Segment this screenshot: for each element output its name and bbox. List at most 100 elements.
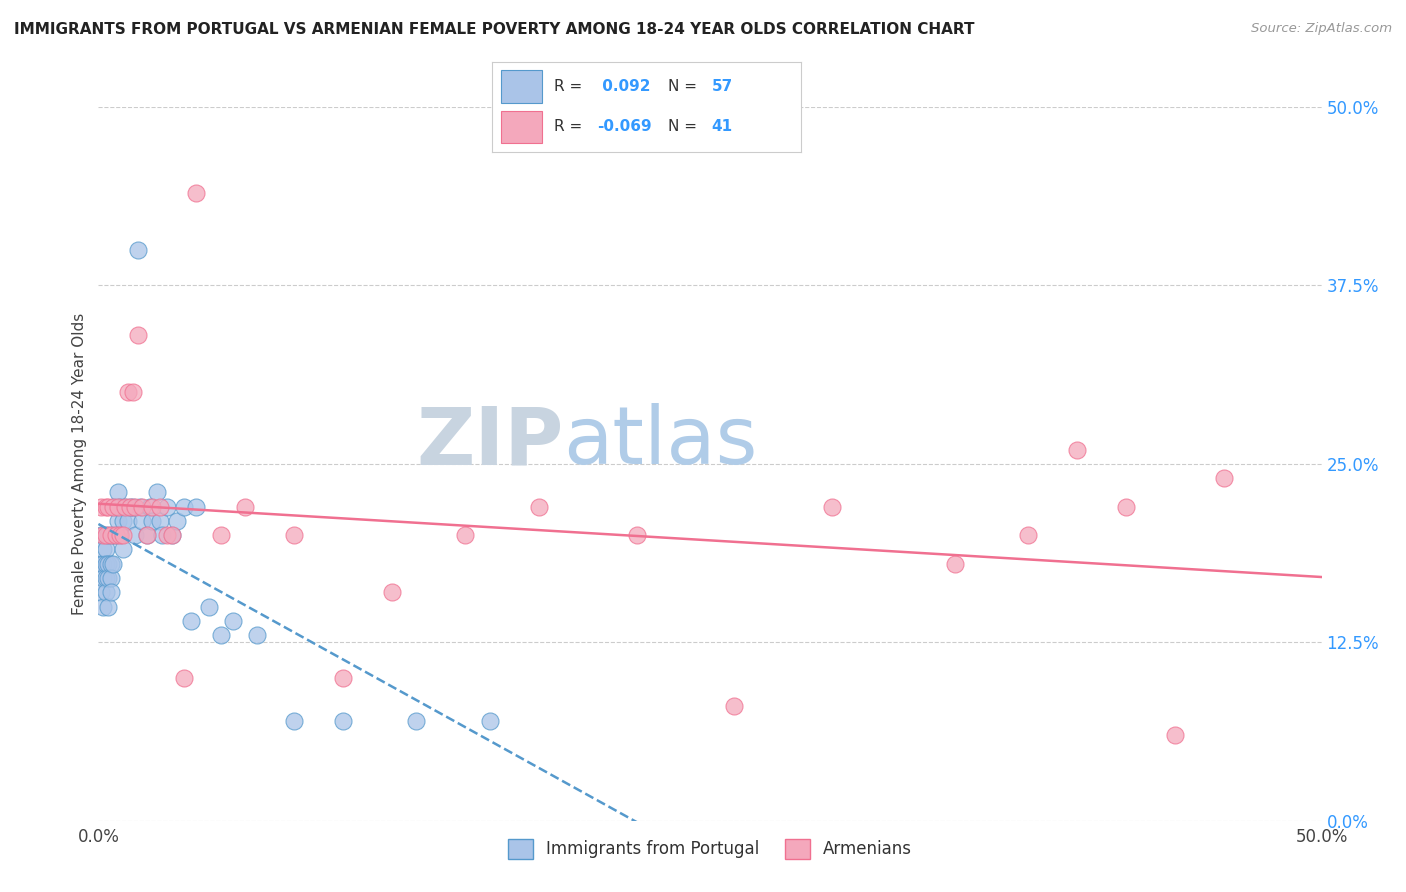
Point xyxy=(943,557,966,571)
Point xyxy=(94,500,117,514)
Point xyxy=(478,714,501,728)
Point xyxy=(209,628,232,642)
Point xyxy=(149,500,172,514)
Point xyxy=(94,557,117,571)
Point xyxy=(97,557,120,571)
Point xyxy=(100,571,122,585)
Point xyxy=(1164,728,1187,742)
Point xyxy=(527,500,550,514)
Legend: Immigrants from Portugal, Armenians: Immigrants from Portugal, Armenians xyxy=(502,832,918,866)
Point xyxy=(405,714,427,728)
Point xyxy=(107,514,129,528)
Point xyxy=(104,500,127,514)
Point xyxy=(107,485,129,500)
Point xyxy=(332,671,354,685)
Point xyxy=(209,528,232,542)
Y-axis label: Female Poverty Among 18-24 Year Olds: Female Poverty Among 18-24 Year Olds xyxy=(72,313,87,615)
Point xyxy=(1212,471,1234,485)
Point xyxy=(136,528,159,542)
Point xyxy=(127,328,149,343)
Point xyxy=(90,585,112,599)
Point xyxy=(723,699,745,714)
Point xyxy=(110,528,132,542)
Text: N =: N = xyxy=(668,79,702,94)
Point xyxy=(97,528,120,542)
Point xyxy=(121,385,143,400)
Point xyxy=(173,500,195,514)
Text: N =: N = xyxy=(668,120,702,134)
Point xyxy=(1017,528,1039,542)
Point xyxy=(149,514,172,528)
FancyBboxPatch shape xyxy=(502,70,541,103)
Point xyxy=(156,528,179,542)
Point xyxy=(114,500,136,514)
Point xyxy=(94,542,117,557)
Point xyxy=(111,514,134,528)
Point xyxy=(90,557,112,571)
Point xyxy=(91,571,114,585)
Point xyxy=(283,714,305,728)
Text: R =: R = xyxy=(554,120,588,134)
Point xyxy=(101,500,124,514)
FancyBboxPatch shape xyxy=(502,111,541,143)
Point xyxy=(173,671,195,685)
Point xyxy=(129,500,152,514)
Point xyxy=(117,514,139,528)
Point xyxy=(146,485,169,500)
Point xyxy=(233,500,256,514)
Point xyxy=(1066,442,1088,457)
Point xyxy=(101,528,124,542)
Point xyxy=(91,528,114,542)
Point xyxy=(124,500,146,514)
Point xyxy=(124,528,146,542)
Point xyxy=(94,528,117,542)
Point xyxy=(166,514,188,528)
Point xyxy=(110,528,132,542)
Point xyxy=(91,542,114,557)
Point xyxy=(100,557,122,571)
Point xyxy=(156,500,179,514)
Point xyxy=(97,500,120,514)
Point xyxy=(381,585,404,599)
Text: -0.069: -0.069 xyxy=(598,120,652,134)
Point xyxy=(101,500,124,514)
Point xyxy=(821,500,844,514)
Text: 57: 57 xyxy=(711,79,733,94)
Point xyxy=(186,500,208,514)
Point xyxy=(127,243,149,257)
Point xyxy=(121,500,143,514)
Text: 41: 41 xyxy=(711,120,733,134)
Point xyxy=(136,528,159,542)
Point xyxy=(111,528,134,542)
Point xyxy=(1115,500,1137,514)
Point xyxy=(97,571,120,585)
Point xyxy=(110,500,132,514)
Text: ZIP: ZIP xyxy=(416,403,564,482)
Point xyxy=(90,528,112,542)
Point xyxy=(160,528,183,542)
Point xyxy=(120,500,142,514)
Point xyxy=(197,599,219,614)
Point xyxy=(283,528,305,542)
Text: 0.092: 0.092 xyxy=(598,79,651,94)
Point xyxy=(120,500,142,514)
Point xyxy=(454,528,477,542)
Point xyxy=(246,628,269,642)
Text: Source: ZipAtlas.com: Source: ZipAtlas.com xyxy=(1251,22,1392,36)
Point xyxy=(114,500,136,514)
Point xyxy=(139,500,162,514)
Point xyxy=(94,585,117,599)
Text: atlas: atlas xyxy=(564,403,758,482)
Point xyxy=(141,514,163,528)
Point xyxy=(90,500,112,514)
Point xyxy=(150,528,173,542)
Point xyxy=(91,557,114,571)
Point xyxy=(131,500,153,514)
Point xyxy=(104,528,127,542)
Point xyxy=(626,528,648,542)
Point xyxy=(97,599,120,614)
Point xyxy=(332,714,354,728)
Point xyxy=(180,614,202,628)
Point xyxy=(186,186,208,200)
Point xyxy=(117,385,139,400)
